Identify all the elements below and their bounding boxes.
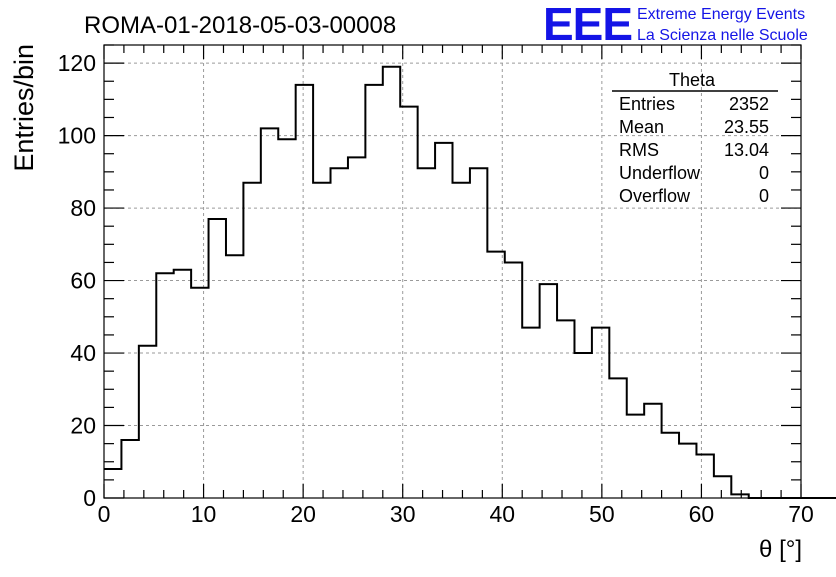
histogram-bin — [557, 320, 574, 498]
stats-value: 0 — [759, 186, 769, 206]
histogram-bin — [313, 183, 330, 498]
stats-rows: Entries 2352 Mean 23.55 RMS 13.04 Underflow 0 Ov… — [619, 94, 769, 206]
histogram-bin — [278, 139, 295, 498]
x-tick-label: 50 — [589, 501, 615, 527]
histogram-bin — [644, 404, 661, 498]
histogram-bin — [156, 273, 173, 498]
stats-label: Overflow — [619, 186, 691, 206]
stats-label: Mean — [619, 117, 664, 137]
histogram-bin — [609, 378, 626, 498]
histogram-bin — [243, 183, 260, 498]
histogram-bin — [418, 168, 435, 498]
histogram-bin — [574, 353, 591, 498]
histogram-bin — [662, 433, 679, 498]
histogram-bin — [226, 255, 243, 498]
histogram-bin — [121, 440, 138, 498]
histogram-bin — [627, 415, 644, 498]
histogram-bin — [191, 288, 208, 498]
grid-lines — [104, 45, 801, 498]
histogram-bin — [435, 143, 452, 498]
x-tick-label: 60 — [689, 501, 715, 527]
y-axis-label: Entries/bin — [9, 44, 39, 172]
histogram-bin — [505, 262, 522, 498]
x-tick-label: 20 — [290, 501, 316, 527]
histogram-bin — [453, 183, 470, 498]
histogram-bin — [104, 469, 121, 498]
histogram-bin — [209, 219, 226, 498]
axis-ticks — [103, 44, 802, 499]
histogram-bin — [592, 328, 609, 498]
y-tick-label: 80 — [70, 195, 96, 221]
histogram-bin — [174, 270, 191, 498]
x-tick-label: 10 — [191, 501, 217, 527]
y-tick-label: 20 — [70, 413, 96, 439]
histogram-bin — [696, 455, 713, 498]
y-tick-label: 40 — [70, 340, 96, 366]
logo-subtitle-line2: La Scienza nelle Scuole — [637, 27, 808, 44]
histogram-bin — [383, 67, 400, 498]
y-tick-labels: 0 20 40 60 80 100 120 — [58, 50, 96, 511]
histogram-bin — [139, 346, 156, 498]
y-tick-label: 60 — [70, 268, 96, 294]
stats-value: 13.04 — [724, 140, 769, 160]
histogram-bin — [331, 168, 348, 498]
stats-label: Underflow — [619, 163, 701, 183]
histogram-bin — [261, 128, 278, 498]
stats-box: Theta Entries 2352 Mean 23.55 RMS 13.04 Underf… — [612, 70, 778, 206]
histogram-bin — [296, 85, 313, 498]
x-tick-labels: 0 10 20 30 40 50 60 70 — [98, 501, 814, 527]
stats-label: RMS — [619, 140, 659, 160]
plot-frame — [103, 44, 802, 499]
stats-value: 2352 — [729, 94, 769, 114]
histogram-bin — [679, 444, 696, 498]
histogram-bin — [470, 168, 487, 498]
x-tick-label: 70 — [788, 501, 814, 527]
histogram-bin — [365, 85, 382, 498]
stats-label: Entries — [619, 94, 675, 114]
y-tick-label: 120 — [58, 50, 96, 76]
y-tick-label: 0 — [83, 485, 96, 511]
x-tick-label: 40 — [489, 501, 515, 527]
eee-logo: EEE — [543, 0, 632, 50]
stats-value: 0 — [759, 163, 769, 183]
stats-value: 23.55 — [724, 117, 769, 137]
run-title: ROMA-01-2018-05-03-00008 — [84, 12, 396, 39]
logo-subtitle-line1: Extreme Energy Events — [637, 6, 805, 23]
stats-title: Theta — [669, 70, 716, 90]
y-tick-label: 100 — [58, 123, 96, 149]
x-tick-label: 0 — [98, 501, 111, 527]
x-axis-label: θ [°] — [759, 536, 802, 563]
histogram-bin — [540, 284, 557, 498]
x-tick-label: 30 — [390, 501, 416, 527]
histogram-bin — [714, 476, 731, 498]
